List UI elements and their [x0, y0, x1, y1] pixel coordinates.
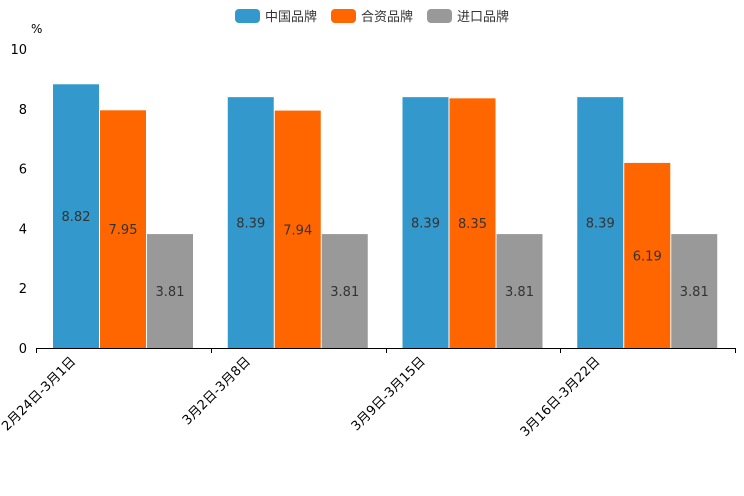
- bar: [577, 97, 624, 348]
- y-tick-label: 4: [19, 222, 27, 237]
- y-tick-label: 0: [19, 342, 27, 357]
- bar-value-label: 3.81: [156, 285, 185, 300]
- bar-value-label: 8.39: [411, 217, 440, 232]
- bar: [227, 97, 274, 348]
- x-category-label: 3月9日-3月15日: [349, 354, 429, 434]
- bar: [147, 234, 193, 348]
- bar-value-label: 8.39: [586, 217, 615, 232]
- legend-label: 进口品牌: [457, 9, 509, 25]
- bar: [100, 110, 146, 348]
- bar-value-label: 8.39: [236, 217, 265, 232]
- bar-value-label: 3.81: [505, 285, 534, 300]
- bar: [624, 162, 671, 348]
- x-category-label: 3月2日-3月8日: [180, 354, 254, 428]
- bar-value-label: 7.94: [283, 223, 312, 238]
- bar: [53, 84, 99, 349]
- y-tick-label: 10: [10, 43, 27, 58]
- bar: [449, 98, 496, 349]
- y-tick-label: 2: [19, 282, 27, 297]
- x-axis: [36, 348, 736, 353]
- bar: [496, 234, 543, 348]
- bar: [402, 97, 449, 348]
- bar: [321, 234, 368, 348]
- bar-value-label: 3.81: [680, 285, 709, 300]
- legend: 中国品牌 合资品牌 进口品牌: [235, 9, 509, 25]
- bar-value-label: 6.19: [633, 249, 662, 264]
- y-tick-label: 8: [19, 103, 27, 118]
- bars: 8.82 7.95 3.81 8.39 7.94 3.81 8.39 8.35 3.81 8.39…: [53, 84, 718, 349]
- x-category-label: 2月24日-3月1日: [0, 354, 79, 434]
- legend-label: 中国品牌: [265, 9, 317, 25]
- x-category-label: 3月16日-3月22日: [518, 354, 604, 440]
- y-axis-unit-label: %: [31, 22, 42, 36]
- bar-value-label: 8.35: [458, 217, 487, 232]
- legend-label: 合资品牌: [361, 9, 413, 25]
- bar: [671, 234, 718, 348]
- y-axis-ticks: 0 2 4 6 8 10: [10, 43, 27, 357]
- bar-value-label: 8.82: [62, 210, 91, 225]
- legend-swatch: [331, 9, 356, 23]
- legend-swatch: [235, 9, 260, 23]
- legend-swatch: [427, 9, 452, 23]
- y-tick-label: 6: [19, 163, 27, 178]
- bar-value-label: 7.95: [109, 223, 138, 238]
- bar-value-label: 3.81: [330, 285, 359, 300]
- bar: [274, 110, 321, 349]
- x-axis-categories: 2月24日-3月1日 3月2日-3月8日 3月9日-3月15日 3月16日-3月22日: [0, 354, 603, 440]
